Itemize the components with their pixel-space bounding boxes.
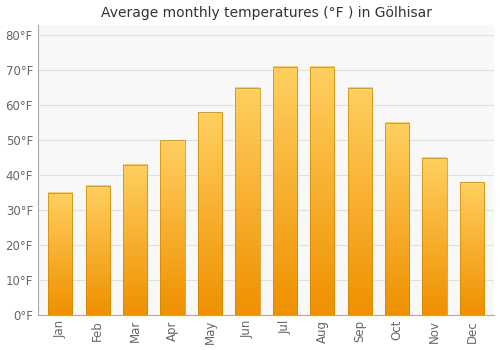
Bar [48,193,72,315]
Bar [123,165,148,315]
Bar [160,140,184,315]
Bar [272,67,297,315]
Bar [310,67,334,315]
Bar [235,88,260,315]
Bar [385,123,409,315]
Bar [198,112,222,315]
Bar [460,182,484,315]
Bar [422,158,446,315]
Bar [348,88,372,315]
Title: Average monthly temperatures (°F ) in Gölhisar: Average monthly temperatures (°F ) in Gö… [100,6,431,20]
Bar [86,186,110,315]
